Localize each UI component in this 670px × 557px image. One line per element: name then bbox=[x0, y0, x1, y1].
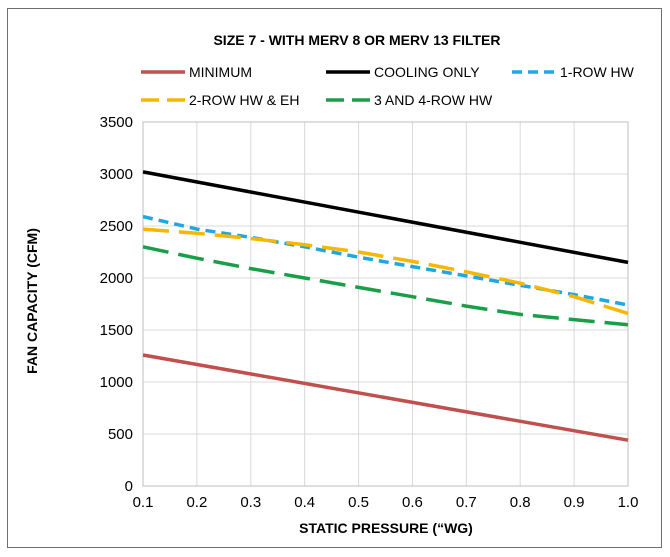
y-tick-label: 0 bbox=[125, 478, 133, 495]
x-tick-label: 0.4 bbox=[294, 494, 315, 511]
grid bbox=[142, 121, 629, 487]
y-tick-label: 1500 bbox=[100, 322, 133, 339]
x-tick-label: 0.6 bbox=[402, 494, 423, 511]
y-tick-label: 2500 bbox=[100, 218, 133, 235]
x-tick-label: 0.7 bbox=[456, 494, 477, 511]
series-lines bbox=[142, 170, 629, 442]
x-tick-label: 0.1 bbox=[133, 494, 154, 511]
series-line-1-row-hw bbox=[142, 214, 629, 307]
x-axis-label: STATIC PRESSURE (“WG) bbox=[299, 520, 473, 536]
x-tick-label: 0.5 bbox=[348, 494, 369, 511]
x-tick-label: 0.3 bbox=[240, 494, 261, 511]
legend-label: 1-ROW HW bbox=[560, 64, 635, 80]
y-tick-label: 500 bbox=[108, 426, 133, 443]
chart-title: SIZE 7 - WITH MERV 8 OR MERV 13 FILTER bbox=[213, 32, 500, 48]
legend-label: 2-ROW HW & EH bbox=[189, 92, 299, 108]
y-tick-label: 2000 bbox=[100, 270, 133, 287]
x-tick-label: 0.8 bbox=[510, 494, 531, 511]
legend: MINIMUM COOLING ONLY 1-ROW HW 2-ROW HW & EH… bbox=[141, 64, 635, 108]
series-line-cooling-only bbox=[142, 170, 629, 265]
y-tick-label: 3000 bbox=[100, 166, 133, 183]
y-axis-ticks: 0 500 1000 1500 2000 2500 3000 3500 bbox=[100, 114, 133, 495]
series-line-minimum bbox=[142, 353, 629, 442]
y-axis-label: FAN CAPACITY (CFM) bbox=[24, 228, 40, 374]
legend-label: COOLING ONLY bbox=[374, 64, 480, 80]
plot-area bbox=[142, 121, 629, 487]
x-tick-label: 0.2 bbox=[186, 494, 207, 511]
legend-label: 3 AND 4-ROW HW bbox=[374, 92, 493, 108]
y-tick-label: 3500 bbox=[100, 114, 133, 131]
x-tick-label: 0.9 bbox=[564, 494, 585, 511]
x-tick-label: 1.0 bbox=[618, 494, 639, 511]
series-line-3-and-4-row-hw bbox=[142, 245, 629, 327]
x-axis-ticks: 0.1 0.2 0.3 0.4 0.5 0.6 0.7 0.8 0.9 1.0 bbox=[133, 494, 639, 511]
y-tick-label: 1000 bbox=[100, 374, 133, 391]
series-line-2-row-hw-eh bbox=[142, 227, 629, 316]
legend-label: MINIMUM bbox=[189, 64, 252, 80]
